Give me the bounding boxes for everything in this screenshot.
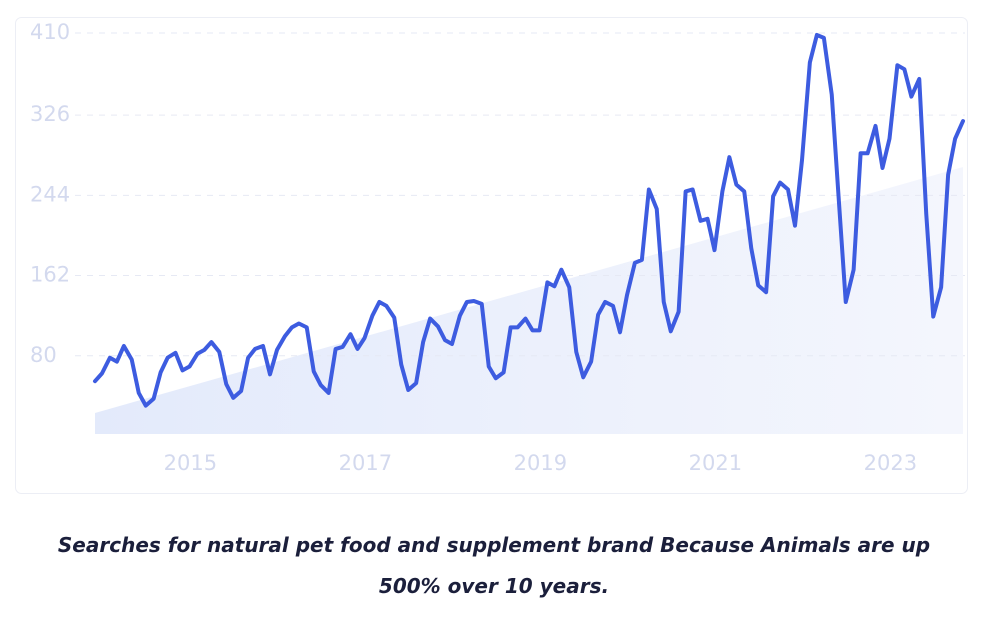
y-tick-label: 410: [30, 20, 70, 44]
x-tick-label: 2021: [689, 451, 742, 475]
x-tick-label: 2015: [164, 451, 217, 475]
y-tick-label: 244: [30, 182, 70, 206]
x-tick-label: 2019: [514, 451, 567, 475]
x-tick-label: 2023: [864, 451, 917, 475]
y-tick-label: 80: [30, 343, 57, 367]
x-tick-label: 2017: [339, 451, 392, 475]
line: [93, 32, 965, 408]
y-tick-label: 326: [30, 102, 70, 126]
chart: 80 162 244 326 410 2015 2017 2019 2021 2023: [15, 17, 968, 494]
caption: Searches for natural pet food and supple…: [57, 533, 931, 598]
y-tick-label: 162: [30, 263, 70, 287]
